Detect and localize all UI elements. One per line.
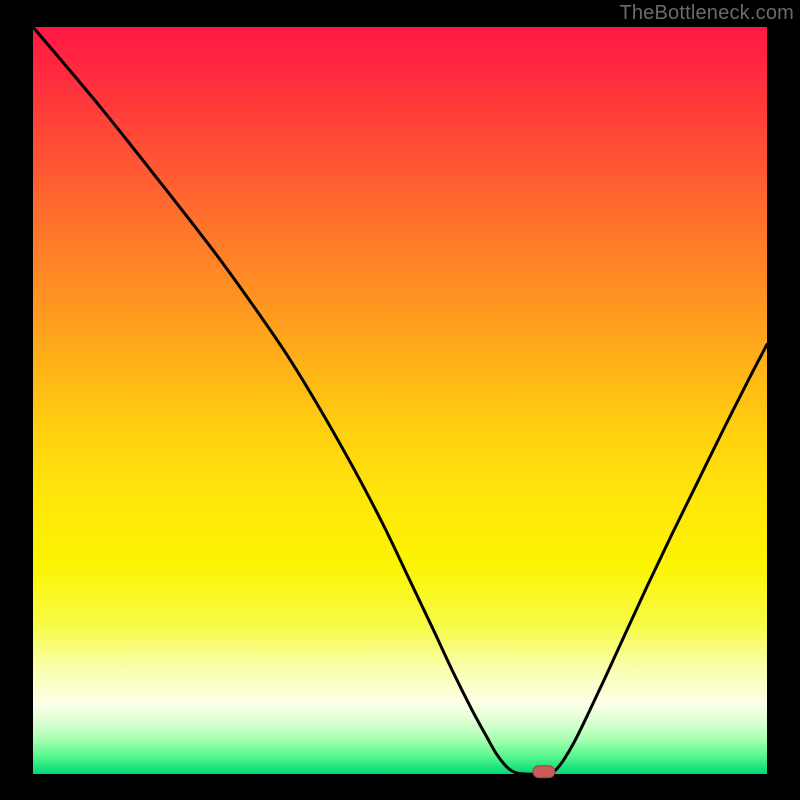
optimum-marker [533, 766, 555, 778]
chart-container: TheBottleneck.com [0, 0, 800, 800]
bottleneck-curve-plot [0, 0, 800, 800]
gradient-background [33, 27, 767, 774]
